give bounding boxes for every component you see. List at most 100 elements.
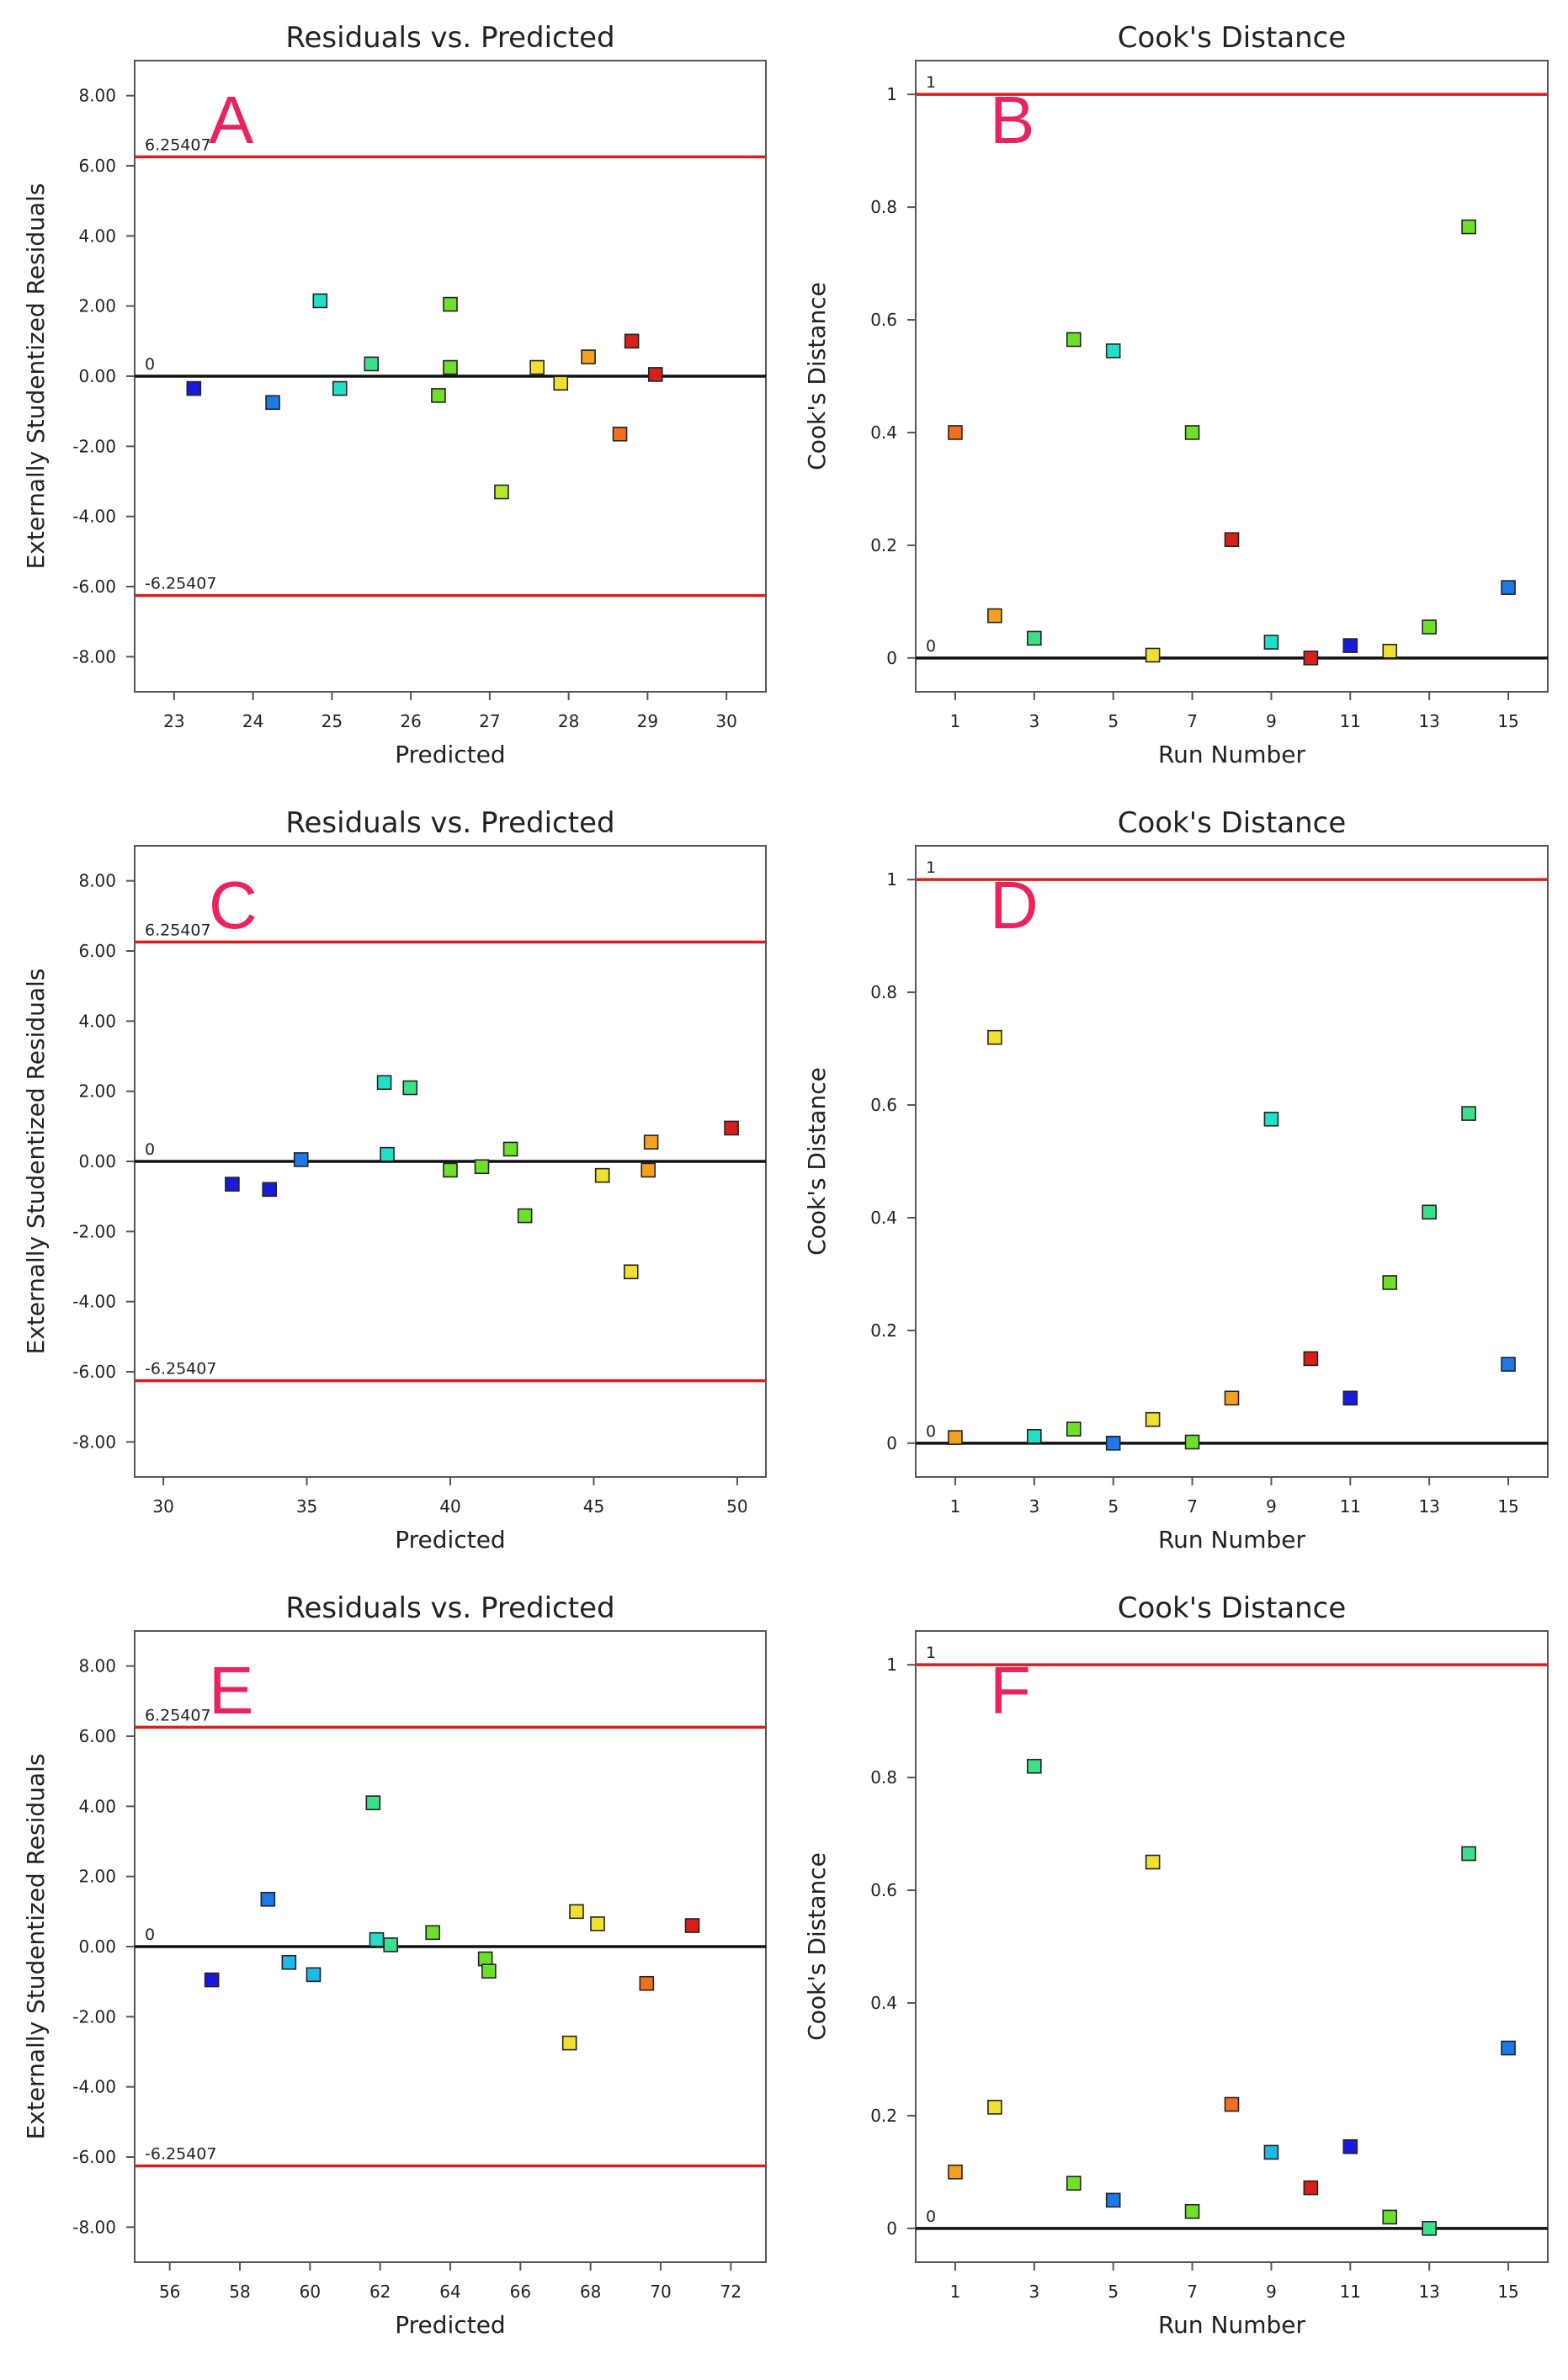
- data-point: [425, 1925, 440, 1941]
- data-point: [369, 1931, 385, 1947]
- data-point: [948, 2165, 963, 2180]
- y-tick-label: 2.00: [78, 1081, 116, 1102]
- reference-line-label: -6.25407: [145, 2145, 216, 2164]
- chart-title: Cook's Distance: [1118, 21, 1347, 55]
- data-point: [1342, 2138, 1358, 2154]
- y-tick-label: -4.00: [72, 2077, 116, 2097]
- data-point: [581, 349, 596, 364]
- data-point: [1145, 1411, 1161, 1427]
- data-point: [590, 1916, 605, 1931]
- x-tick-label: 56: [159, 2282, 180, 2302]
- data-point: [312, 293, 328, 309]
- data-point: [402, 1080, 418, 1096]
- plot-frame: [915, 845, 1549, 1478]
- x-tick-label: 29: [637, 711, 658, 731]
- y-axis-label: Externally Studentized Residuals: [22, 183, 50, 570]
- data-point: [443, 1162, 458, 1178]
- data-point: [383, 1937, 398, 1952]
- data-point: [987, 2100, 1002, 2115]
- x-tick-label: 25: [322, 711, 343, 731]
- x-tick-label: 70: [650, 2282, 671, 2302]
- data-point: [594, 1167, 610, 1183]
- y-tick-label: -6.00: [72, 2147, 116, 2167]
- data-point: [1461, 219, 1476, 235]
- data-point: [306, 1967, 322, 1983]
- x-tick-label: 5: [1108, 2282, 1119, 2302]
- panel-letter: E: [209, 1653, 253, 1728]
- y-tick-label: 0.6: [870, 1880, 897, 1900]
- x-axis-label: Run Number: [1158, 2311, 1306, 2339]
- data-point: [1382, 2209, 1398, 2225]
- chart-title: Cook's Distance: [1118, 806, 1347, 840]
- data-point: [204, 1972, 220, 1988]
- data-point: [612, 426, 628, 442]
- y-tick-label: 0.8: [870, 1767, 897, 1788]
- y-tick-label: 8.00: [78, 871, 116, 891]
- data-point: [481, 1963, 497, 1979]
- data-point: [623, 1264, 639, 1280]
- y-tick-label: 0.2: [870, 535, 897, 555]
- x-tick-label: 58: [229, 2282, 250, 2302]
- y-tick-label: -2.00: [72, 436, 116, 456]
- data-point: [186, 380, 202, 396]
- x-tick-label: 11: [1340, 1496, 1361, 1517]
- chart-title: Residuals vs. Predicted: [285, 1591, 614, 1625]
- y-tick-label: -8.00: [72, 1432, 116, 1452]
- y-tick-label: 0: [886, 648, 897, 668]
- chart-title: Cook's Distance: [1118, 1591, 1347, 1625]
- chart-panel-d: Cook's Distance Run Number Cook's Distance…: [803, 806, 1549, 1554]
- y-tick-label: 0.8: [870, 982, 897, 1002]
- x-tick-label: 68: [580, 2282, 601, 2302]
- data-point: [1263, 635, 1279, 650]
- y-tick-label: 8.00: [78, 1656, 116, 1676]
- y-tick-label: 0.6: [870, 310, 897, 330]
- y-tick-label: 6.00: [78, 156, 116, 176]
- x-tick-label: 64: [439, 2282, 460, 2302]
- data-point: [569, 1904, 584, 1920]
- y-tick-label: -8.00: [72, 2217, 116, 2237]
- panel-letter: A: [209, 82, 254, 157]
- x-tick-label: 30: [715, 711, 736, 731]
- chart-panel-b: Cook's Distance Run Number Cook's Distance…: [803, 21, 1549, 768]
- data-point: [1145, 1854, 1161, 1870]
- y-axis-label: Externally Studentized Residuals: [22, 969, 50, 1355]
- x-tick-label: 13: [1418, 1496, 1439, 1517]
- y-tick-label: 8.00: [78, 86, 116, 106]
- reference-line-label: 0: [926, 637, 936, 656]
- chart-panel-f: Cook's Distance Run Number Cook's Distance…: [803, 1591, 1549, 2339]
- x-tick-label: 45: [583, 1496, 604, 1517]
- data-point: [443, 359, 458, 375]
- data-point: [724, 1120, 739, 1136]
- y-tick-label: -2.00: [72, 2006, 116, 2027]
- y-tick-label: 0: [886, 1433, 897, 1453]
- y-tick-label: 4.00: [78, 1011, 116, 1031]
- x-axis-label: Predicted: [395, 1526, 505, 1554]
- x-tick-label: 11: [1340, 711, 1361, 731]
- y-tick-label: 1: [886, 84, 897, 104]
- data-point: [376, 1075, 392, 1091]
- y-tick-label: 0.4: [870, 1993, 897, 2013]
- y-tick-label: 0: [886, 2218, 897, 2239]
- x-tick-label: 23: [163, 711, 184, 731]
- y-tick-label: -8.00: [72, 646, 116, 667]
- data-point: [225, 1177, 240, 1192]
- y-tick-label: 0.00: [78, 1936, 116, 1957]
- x-tick-label: 66: [510, 2282, 531, 2302]
- data-point: [1422, 1204, 1437, 1220]
- data-point: [1263, 1111, 1279, 1127]
- y-tick-label: 6.00: [78, 1726, 116, 1746]
- data-point: [1184, 425, 1200, 440]
- reference-line-label: 1: [926, 858, 936, 877]
- reference-line-label: 0: [926, 1422, 936, 1441]
- x-tick-label: 1: [950, 711, 961, 731]
- data-point: [1105, 343, 1121, 359]
- x-tick-label: 72: [720, 2282, 741, 2302]
- y-tick-label: -4.00: [72, 1292, 116, 1312]
- x-tick-label: 15: [1497, 2282, 1518, 2302]
- data-point: [1184, 1434, 1200, 1450]
- x-tick-label: 5: [1108, 711, 1119, 731]
- chart-panel-a: Residuals vs. Predicted Predicted External…: [22, 21, 767, 768]
- x-tick-label: 1: [950, 2282, 961, 2302]
- plot-frame: [915, 1630, 1549, 2263]
